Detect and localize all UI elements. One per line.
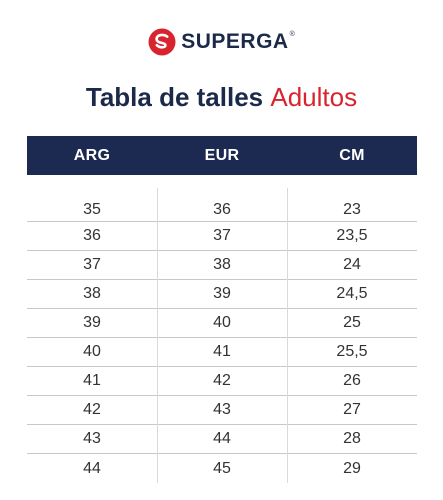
cell-arg: 42 [83, 401, 101, 418]
table-row: 43 44 28 [27, 425, 417, 454]
cell-arg: 39 [83, 314, 101, 331]
table-header: ARG EUR CM [27, 136, 417, 175]
cell-cm: 23 [343, 200, 361, 218]
cell-arg: 35 [83, 200, 101, 218]
cell-cm: 24,5 [336, 285, 368, 302]
cell-arg: 37 [83, 256, 101, 273]
cell-cm: 27 [343, 401, 361, 418]
cell-cm: 26 [343, 372, 361, 389]
table-row: 42 43 27 [27, 396, 417, 425]
cell-eur: 39 [213, 285, 231, 302]
cell-cm: 29 [343, 459, 361, 477]
cell-eur: 38 [213, 256, 231, 273]
table-row: 44 45 29 [27, 454, 417, 483]
cell-arg: 40 [83, 343, 101, 360]
cell-cm: 25 [343, 314, 361, 331]
table-row: 37 38 24 [27, 251, 417, 280]
table-row: 40 41 25,5 [27, 338, 417, 367]
registered-mark: ® [289, 31, 295, 38]
cell-arg: 41 [83, 372, 101, 389]
cell-eur: 36 [213, 200, 231, 218]
table-row: 38 39 24,5 [27, 280, 417, 309]
cell-arg: 44 [83, 459, 101, 477]
cell-cm: 24 [343, 256, 361, 273]
column-header-cm: CM [339, 146, 365, 164]
cell-eur: 43 [213, 401, 231, 418]
cell-cm: 23,5 [336, 227, 368, 244]
cell-arg: 38 [83, 285, 101, 302]
cell-eur: 44 [213, 430, 231, 447]
table-row: 39 40 25 [27, 309, 417, 338]
table-row: 35 36 23 [27, 188, 417, 222]
column-header-arg: ARG [73, 146, 111, 164]
table-row: 36 37 23,5 [27, 222, 417, 251]
brand-logo: SUPERGA ® [0, 27, 443, 57]
table-body: 35 36 23 36 37 23,5 37 38 24 38 39 24,5 39 40 25 40 41 25… [27, 188, 417, 483]
column-divider [287, 188, 288, 483]
column-divider [157, 188, 158, 483]
cell-eur: 41 [213, 343, 231, 360]
brand-name: SUPERGA [181, 30, 289, 53]
cell-eur: 42 [213, 372, 231, 389]
column-header-eur: EUR [204, 146, 240, 164]
cell-cm: 28 [343, 430, 361, 447]
cell-eur: 40 [213, 314, 231, 331]
cell-eur: 37 [213, 227, 231, 244]
cell-cm: 25,5 [336, 343, 368, 360]
title-main: Tabla de talles [85, 82, 264, 112]
size-table: ARG EUR CM 35 36 23 36 37 23,5 37 38 24 38 39 24,5 3… [27, 136, 417, 483]
table-row: 41 42 26 [27, 367, 417, 396]
cell-arg: 43 [83, 430, 101, 447]
page-title: Tabla de talles Adultos [0, 80, 443, 114]
superga-s-logo-icon [148, 28, 176, 56]
title-accent: Adultos [270, 82, 358, 112]
cell-eur: 45 [213, 459, 231, 477]
cell-arg: 36 [83, 227, 101, 244]
